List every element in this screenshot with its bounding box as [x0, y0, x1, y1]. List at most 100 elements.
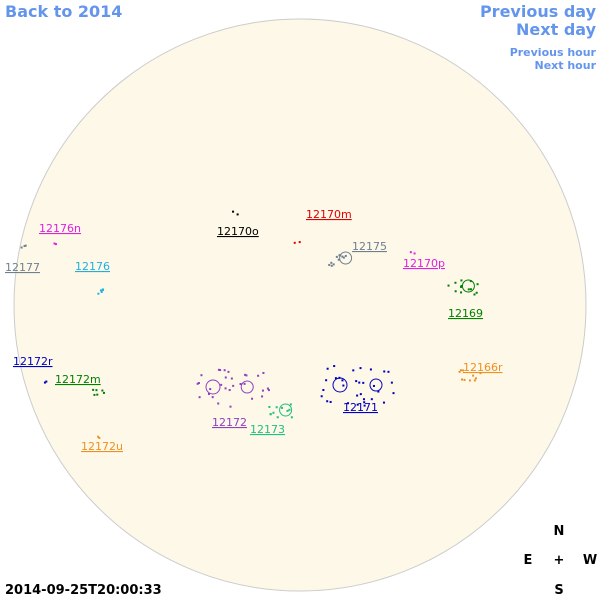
previous-day-link[interactable]: Previous day: [480, 2, 597, 21]
sunspot: [232, 210, 235, 213]
sunspot: [223, 369, 226, 372]
sunspot: [207, 392, 210, 395]
sunspot: [290, 416, 293, 419]
sunspot: [211, 396, 214, 399]
sunspot: [460, 285, 463, 288]
sunspot-umbra: [369, 378, 383, 392]
sunspot: [102, 391, 105, 394]
next-day-link[interactable]: Next day: [516, 20, 597, 39]
region-label[interactable]: 12169: [448, 307, 483, 320]
sunspot-umbra: [461, 279, 475, 293]
previous-hour-link[interactable]: Previous hour: [510, 46, 597, 59]
sunspot: [468, 379, 471, 382]
sunspot: [198, 396, 201, 399]
sunspot: [329, 400, 332, 403]
region-label[interactable]: 12172m: [55, 373, 101, 386]
sunspot: [224, 387, 227, 390]
region-label[interactable]: 12177: [5, 261, 40, 274]
sunspot: [228, 389, 231, 392]
sunspot: [54, 243, 57, 246]
sunspot: [459, 369, 462, 372]
sunspot: [469, 288, 472, 291]
sunspot: [335, 255, 338, 258]
sunspot: [92, 388, 95, 391]
sunspot: [320, 395, 323, 398]
sunspot: [325, 379, 328, 382]
sunspot: [472, 374, 475, 377]
next-hour-link[interactable]: Next hour: [535, 59, 597, 72]
region-label[interactable]: 12173: [250, 423, 285, 436]
sunspot: [196, 382, 199, 385]
sunspot: [95, 389, 98, 392]
sunspot: [239, 383, 242, 386]
sunspot: [266, 387, 269, 390]
region-label[interactable]: 12171: [343, 401, 378, 414]
compass-east: E: [524, 553, 533, 568]
sunspot: [362, 381, 365, 384]
region-label[interactable]: 12166r: [463, 361, 503, 374]
sunspot: [372, 384, 375, 387]
region-label[interactable]: 12170p: [403, 257, 445, 270]
sunspot: [298, 241, 301, 244]
sunspot: [328, 263, 331, 266]
sunspot: [334, 377, 337, 380]
sunspot: [326, 400, 329, 403]
region-label[interactable]: 12176n: [39, 222, 81, 235]
sunspot: [281, 406, 284, 409]
compass-south: S: [554, 583, 563, 598]
sunspot: [390, 381, 393, 384]
region-label[interactable]: 12176: [75, 260, 110, 273]
sunspot: [341, 379, 344, 382]
region-label[interactable]: 12172: [212, 416, 247, 429]
sunspot: [447, 284, 450, 287]
sunspot: [262, 371, 265, 374]
compass-center: +: [554, 553, 565, 568]
timestamp: 2014-09-25T20:00:33: [5, 583, 162, 598]
sunspot: [219, 369, 222, 372]
sunspot: [288, 408, 291, 411]
sunspot: [356, 403, 359, 406]
sunspot: [342, 256, 345, 259]
sunspot: [98, 436, 101, 439]
region-label[interactable]: 12170o: [217, 225, 259, 238]
region-label[interactable]: 12172u: [81, 440, 123, 453]
sunspot: [454, 281, 457, 284]
sunspot: [232, 384, 235, 387]
sunspot: [467, 288, 470, 291]
sunspot: [387, 370, 390, 373]
sunspot-umbra: [339, 251, 353, 265]
region-label[interactable]: 12172r: [13, 355, 53, 368]
sunspot: [330, 264, 333, 267]
back-link[interactable]: Back to 2014: [5, 2, 122, 21]
sunspot: [43, 381, 46, 384]
sunspot: [337, 258, 340, 261]
sunspot-umbra: [332, 377, 348, 393]
sunspot: [473, 293, 476, 296]
sunspot: [392, 392, 395, 395]
sunspot: [342, 384, 345, 387]
sunspot: [461, 378, 464, 381]
sunspot: [236, 213, 239, 216]
sunspot: [209, 388, 212, 391]
sunspot: [352, 369, 355, 372]
sunspot: [460, 279, 463, 282]
sunspot: [347, 402, 350, 405]
sunspot: [251, 397, 254, 400]
sunspot: [332, 263, 335, 266]
sunspot: [286, 409, 289, 412]
sunspot: [227, 370, 230, 373]
sunspot: [96, 393, 99, 396]
sunspot: [358, 381, 361, 384]
sunspot: [474, 377, 477, 380]
sunspot: [45, 380, 48, 383]
region-label[interactable]: 12170m: [306, 208, 352, 221]
sunspot: [268, 405, 271, 408]
sunspot: [469, 280, 472, 283]
sunspot-umbra: [205, 379, 221, 395]
sunspot: [370, 398, 373, 401]
sunspot: [220, 383, 223, 386]
sunspot-umbra: [279, 403, 293, 417]
sunspot: [460, 291, 463, 294]
region-label[interactable]: 12175: [352, 240, 387, 253]
